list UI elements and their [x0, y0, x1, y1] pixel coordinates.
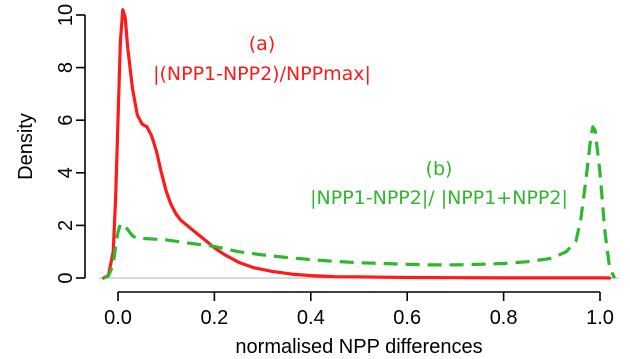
x-tick-label: 1.0 [586, 307, 614, 329]
x-tick-label: 0.4 [297, 307, 325, 329]
y-tick-label: 0 [55, 272, 77, 283]
x-axis: 0.0 0.2 0.4 0.6 0.8 1.0 [104, 291, 614, 329]
y-axis: 0 2 4 6 8 10 [55, 4, 86, 284]
x-axis-label: normalised NPP differences [235, 336, 482, 358]
x-tick-label: 0.8 [490, 307, 518, 329]
x-tick-label: 0.0 [104, 307, 132, 329]
y-tick-label: 4 [55, 167, 77, 178]
x-tick-label: 0.6 [393, 307, 421, 329]
y-tick-label: 8 [55, 62, 77, 73]
y-axis-label: Density [15, 113, 37, 180]
y-tick-label: 2 [55, 220, 77, 231]
series-a-formula: |(NPP1-NPP2)/NPPmax| [153, 63, 371, 85]
y-tick-label: 6 [55, 115, 77, 126]
series-layer [101, 8, 616, 280]
x-tick-label: 0.2 [200, 307, 228, 329]
y-tick-label: 10 [55, 4, 77, 26]
series-a-label: (a) [249, 33, 275, 55]
series-line-a [101, 8, 612, 280]
series-b-formula: |NPP1-NPP2|/ |NPP1+NPP2| [310, 187, 568, 209]
series-b-label: (b) [426, 158, 453, 180]
